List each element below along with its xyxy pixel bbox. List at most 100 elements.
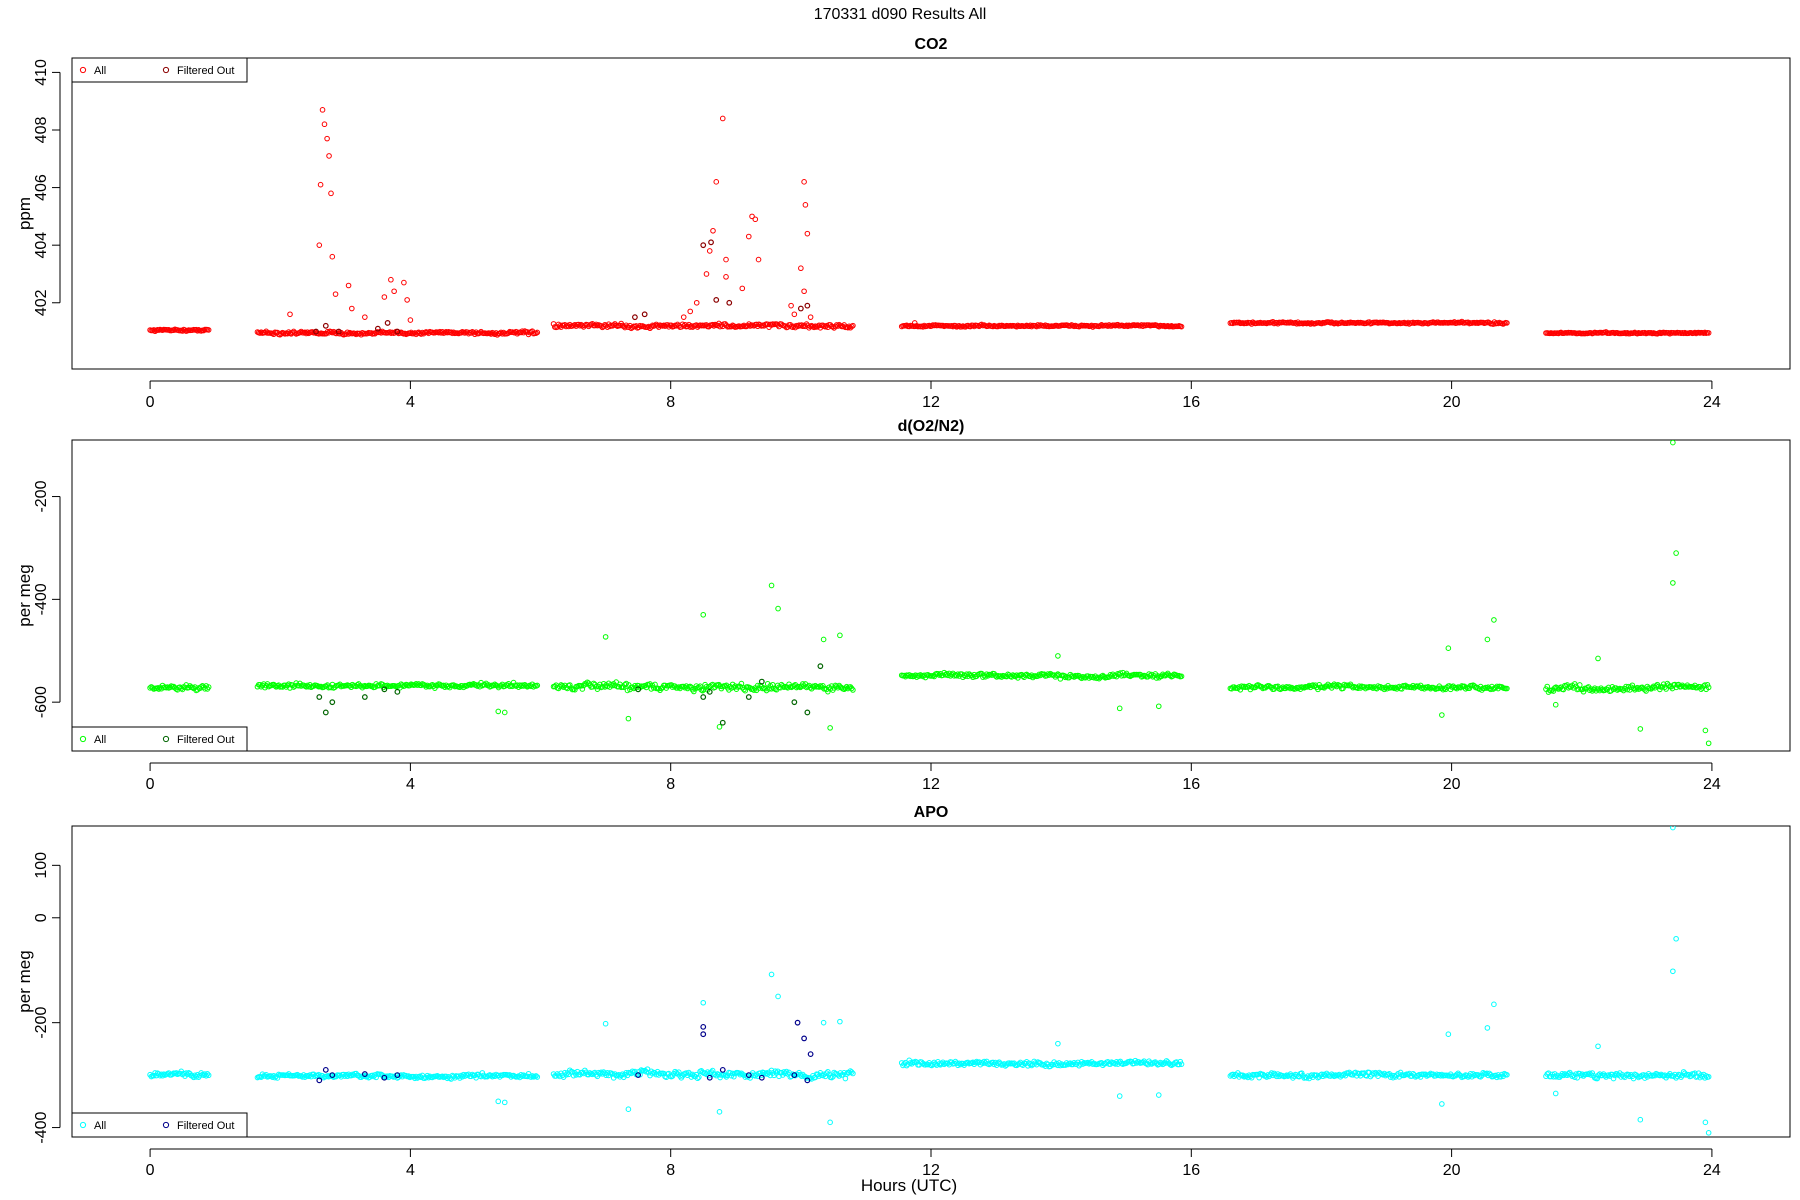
data-point bbox=[1093, 675, 1100, 682]
data-point bbox=[816, 1073, 822, 1079]
legend: All Filtered Out bbox=[71, 726, 248, 752]
data-point bbox=[391, 288, 397, 295]
data-point bbox=[1341, 681, 1348, 688]
filtered-point bbox=[384, 320, 391, 326]
data-point bbox=[458, 1072, 464, 1079]
filtered-point bbox=[361, 1071, 368, 1077]
data-point bbox=[629, 1068, 636, 1075]
data-point bbox=[1372, 1069, 1379, 1076]
data-point bbox=[936, 672, 942, 678]
data-point bbox=[1158, 1060, 1165, 1067]
data-point bbox=[713, 179, 720, 185]
data-point bbox=[1610, 1075, 1617, 1082]
data-point bbox=[907, 1060, 914, 1066]
data-point bbox=[749, 213, 755, 220]
data-point bbox=[579, 686, 586, 692]
data-point bbox=[1178, 1061, 1185, 1067]
data-point bbox=[1571, 1074, 1578, 1080]
y-axis-label: per meg bbox=[15, 564, 34, 626]
data-point bbox=[204, 1071, 211, 1077]
x-tick-label: 12 bbox=[922, 1162, 940, 1179]
data-point bbox=[328, 190, 334, 197]
data-point bbox=[1670, 826, 1676, 831]
data-point bbox=[741, 322, 747, 329]
y-tick-label: 408 bbox=[33, 117, 50, 144]
legend-marker-all bbox=[79, 66, 87, 74]
data-point bbox=[488, 1072, 494, 1079]
panel-title: APO bbox=[914, 804, 949, 821]
legend-marker-filtered bbox=[162, 735, 170, 743]
data-point bbox=[622, 681, 628, 688]
data-point bbox=[501, 709, 508, 716]
data-point bbox=[1439, 712, 1445, 718]
filtered-point bbox=[329, 699, 336, 706]
data-point bbox=[1163, 671, 1170, 678]
data-point bbox=[439, 328, 446, 335]
data-point bbox=[842, 685, 849, 691]
filtered-point bbox=[381, 1074, 388, 1081]
data-point bbox=[349, 305, 355, 312]
data-point bbox=[1669, 685, 1676, 692]
data-point bbox=[205, 327, 212, 333]
data-point bbox=[1439, 685, 1445, 691]
filtered-point bbox=[804, 1077, 811, 1084]
filtered-point bbox=[791, 1072, 798, 1079]
data-point bbox=[973, 1058, 980, 1065]
data-point bbox=[1392, 684, 1399, 691]
filtered-point bbox=[794, 1019, 801, 1026]
data-point bbox=[521, 328, 528, 334]
data-point bbox=[439, 1073, 446, 1080]
data-point bbox=[1553, 1073, 1559, 1080]
data-point bbox=[1462, 686, 1469, 692]
data-point bbox=[645, 682, 652, 688]
data-point bbox=[528, 1074, 534, 1080]
data-point bbox=[825, 1068, 831, 1075]
data-point bbox=[704, 1069, 711, 1075]
data-point bbox=[768, 971, 775, 978]
x-tick-label: 24 bbox=[1703, 776, 1721, 793]
data-point bbox=[1058, 1061, 1065, 1067]
data-point bbox=[1544, 683, 1551, 690]
data-point bbox=[916, 673, 923, 679]
data-point bbox=[729, 1070, 736, 1077]
data-point bbox=[706, 248, 713, 254]
data-point bbox=[325, 329, 332, 336]
data-point bbox=[782, 323, 789, 329]
filtered-point bbox=[791, 699, 798, 706]
y-tick-label: -400 bbox=[33, 583, 50, 615]
data-point bbox=[1552, 701, 1559, 708]
legend-label-filtered: Filtered Out bbox=[177, 734, 234, 746]
data-point bbox=[784, 685, 791, 691]
panel-title: d(O2/N2) bbox=[898, 418, 965, 435]
data-point bbox=[1370, 685, 1376, 691]
x-tick-label: 24 bbox=[1703, 394, 1721, 411]
legend: All Filtered Out bbox=[71, 57, 248, 83]
data-point bbox=[458, 329, 464, 336]
data-point bbox=[173, 1070, 180, 1076]
data-point bbox=[1178, 323, 1185, 330]
data-point bbox=[423, 684, 429, 690]
data-point bbox=[1491, 617, 1497, 623]
data-point bbox=[1637, 1116, 1644, 1123]
y-tick-label: 402 bbox=[33, 289, 50, 316]
filtered-point bbox=[381, 686, 388, 693]
legend-label-filtered: Filtered Out bbox=[177, 1120, 234, 1132]
filtered-point bbox=[745, 1072, 752, 1079]
data-point bbox=[768, 322, 775, 328]
data-point bbox=[1595, 655, 1601, 662]
data-point bbox=[404, 297, 410, 303]
plot-frame bbox=[71, 439, 1791, 752]
data-point bbox=[575, 321, 582, 328]
data-point bbox=[495, 1098, 502, 1105]
data-point bbox=[752, 1073, 759, 1079]
data-point bbox=[788, 302, 794, 309]
data-point bbox=[519, 328, 526, 334]
data-point bbox=[700, 611, 707, 618]
data-point bbox=[584, 322, 591, 328]
chart-panel-2: d(O2/N2) 0 4 8 12 16 20 24 -600 -400 -200 per meg Al… bbox=[15, 418, 1791, 793]
legend-label-filtered: Filtered Out bbox=[177, 65, 234, 77]
data-point bbox=[1504, 1072, 1510, 1078]
y-axis-label: per meg bbox=[15, 950, 34, 1012]
legend-label-all: All bbox=[94, 65, 106, 77]
data-point bbox=[1484, 1025, 1491, 1031]
